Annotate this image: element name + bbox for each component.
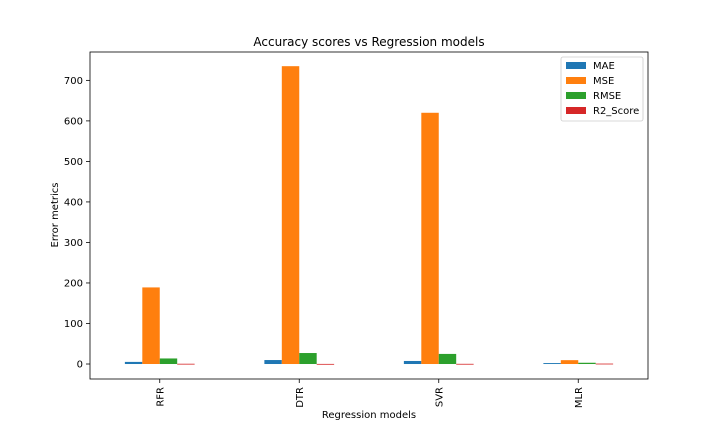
y-tick-label: 700 (64, 76, 83, 87)
bar-r2-score-rfr (177, 363, 195, 365)
y-tick-label: 400 (64, 197, 83, 208)
legend-label-mse: MSE (593, 76, 614, 87)
bar-mse-mlr (560, 360, 579, 365)
bar-mse-dtr (281, 66, 300, 365)
y-axis-title: Error metrics (50, 183, 61, 248)
bar-mae-dtr (264, 360, 282, 365)
y-tick-label: 0 (77, 360, 83, 371)
x-axis-title: Regression models (322, 410, 416, 421)
legend: MAE MSE RMSE R2_Score (560, 56, 644, 122)
bar-rmse-dtr (299, 353, 317, 365)
x-tick-label: RFR (155, 387, 166, 407)
legend-label-rmse: RMSE (593, 91, 621, 102)
legend-swatch-mae (566, 62, 586, 69)
x-tick-label: SVR (434, 387, 445, 407)
bar-mae-svr (403, 360, 422, 365)
bars-group (124, 66, 614, 365)
y-tick-label: 500 (64, 157, 83, 168)
legend-label-r2-score: R2_Score (593, 106, 639, 117)
bar-rmse-mlr (578, 362, 596, 365)
bar-r2-score-mlr (595, 363, 614, 365)
bar-r2-score-svr (456, 363, 474, 365)
bar-rmse-svr (438, 353, 457, 365)
legend-swatch-rmse (566, 92, 586, 99)
y-tick-label: 300 (64, 238, 83, 249)
x-tick-label: MLR (574, 387, 585, 408)
legend-swatch-mse (566, 77, 586, 84)
plot-area (89, 51, 649, 380)
x-tick-label: DTR (295, 387, 306, 408)
bar-rmse-rfr (159, 358, 178, 365)
legend-frame (560, 56, 644, 122)
bar-mae-rfr (124, 361, 143, 365)
y-tick-label: 600 (64, 116, 83, 127)
bar-mse-rfr (142, 287, 160, 364)
legend-label-mae: MAE (593, 61, 615, 72)
x-axis: RFR DTR SVR MLR (155, 379, 585, 408)
bar-mse-svr (421, 112, 439, 365)
y-tick-label: 100 (64, 319, 83, 330)
y-tick-label: 200 (64, 278, 83, 289)
bar-r2-score-dtr (316, 363, 335, 365)
y-axis: 0 100 200 300 400 500 600 700 (64, 76, 90, 371)
legend-swatch-r2-score (566, 107, 586, 114)
bar-mae-mlr (543, 363, 561, 365)
chart-title: Accuracy scores vs Regression models (253, 35, 484, 49)
